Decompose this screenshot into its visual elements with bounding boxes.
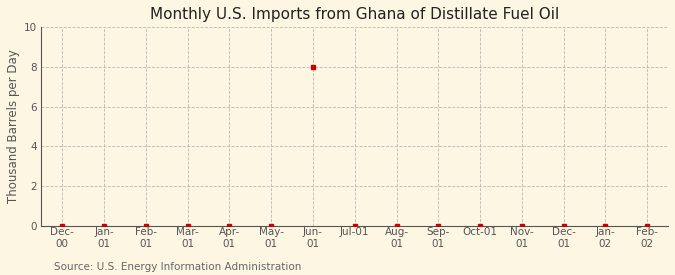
Y-axis label: Thousand Barrels per Day: Thousand Barrels per Day: [7, 50, 20, 204]
Text: Source: U.S. Energy Information Administration: Source: U.S. Energy Information Administ…: [54, 262, 301, 272]
Title: Monthly U.S. Imports from Ghana of Distillate Fuel Oil: Monthly U.S. Imports from Ghana of Disti…: [150, 7, 560, 22]
